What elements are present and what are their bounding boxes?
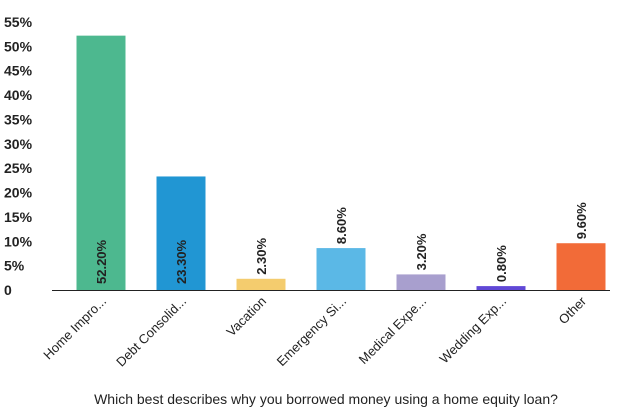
x-tick-label: Other bbox=[556, 293, 590, 327]
y-tick-label: 35% bbox=[4, 111, 33, 127]
x-tick-label: Vacation bbox=[223, 294, 269, 340]
y-tick-label: 30% bbox=[4, 136, 33, 152]
y-tick-label: 45% bbox=[4, 63, 33, 79]
y-tick-label: 0 bbox=[4, 282, 12, 298]
y-tick-label: 55% bbox=[4, 14, 33, 30]
bar bbox=[316, 248, 366, 290]
y-tick-label: 5% bbox=[4, 258, 25, 274]
x-axis-labels: Home Impro... Debt Consolid... Vacation Eme… bbox=[40, 293, 589, 369]
bar bbox=[76, 35, 126, 291]
y-axis: 0 5% 10% 15% 20% 25% 30% 35% 40% 45% 50% 55% bbox=[4, 14, 33, 298]
data-label: 8.60% bbox=[334, 207, 349, 244]
x-tick-label: Medical Expe... bbox=[356, 294, 429, 367]
data-labels-group: 52.20% 23.30% 2.30% 8.60% 3.20% 0.80% 9.60% bbox=[94, 202, 589, 284]
data-label: 9.60% bbox=[574, 202, 589, 239]
x-tick-label: Debt Consolid... bbox=[113, 294, 189, 370]
x-tick-label: Wedding Exp... bbox=[436, 294, 509, 367]
y-tick-label: 50% bbox=[4, 38, 33, 54]
data-label: 0.80% bbox=[494, 245, 509, 282]
bar bbox=[156, 176, 206, 290]
bar bbox=[556, 243, 606, 290]
bar bbox=[236, 278, 286, 290]
bar bbox=[396, 274, 446, 290]
data-label: 3.20% bbox=[414, 233, 429, 270]
x-tick-label: Home Impro... bbox=[40, 294, 109, 363]
bar bbox=[476, 286, 526, 290]
y-tick-label: 10% bbox=[4, 233, 33, 249]
y-tick-label: 20% bbox=[4, 185, 33, 201]
data-label: 23.30% bbox=[174, 239, 189, 284]
x-axis-title: Which best describes why you borrowed mo… bbox=[94, 391, 558, 407]
y-tick-label: 40% bbox=[4, 87, 33, 103]
bars-group bbox=[76, 35, 606, 291]
y-tick-label: 25% bbox=[4, 160, 33, 176]
y-tick-label: 15% bbox=[4, 209, 33, 225]
data-label: 52.20% bbox=[94, 239, 109, 284]
data-label: 2.30% bbox=[254, 237, 269, 274]
x-tick-label: Emergency Si... bbox=[274, 294, 349, 369]
